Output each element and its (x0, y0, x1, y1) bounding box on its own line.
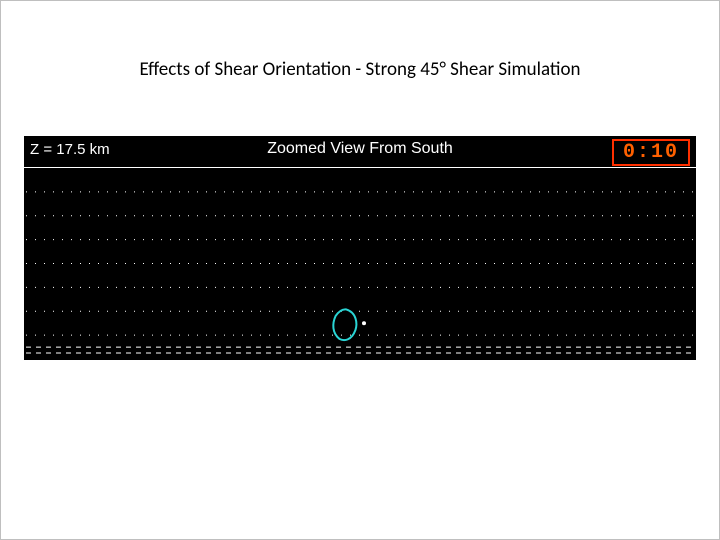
view-direction-label: Zoomed View From South (24, 140, 696, 158)
slide-title: Effects of Shear Orientation - Strong 45… (0, 58, 720, 81)
timer-box: 0:10 (612, 139, 690, 166)
marker-dot (362, 321, 366, 325)
timer-value: 0:10 (623, 143, 679, 163)
cloud-contour (331, 308, 358, 342)
panel-header: Z = 17.5 km Zoomed View From South 0:10 (24, 136, 696, 167)
slide: Effects of Shear Orientation - Strong 45… (0, 0, 720, 540)
simulation-panel: Z = 17.5 km Zoomed View From South 0:10 (24, 136, 696, 360)
plot-area (24, 167, 696, 360)
plot-svg (24, 168, 696, 360)
